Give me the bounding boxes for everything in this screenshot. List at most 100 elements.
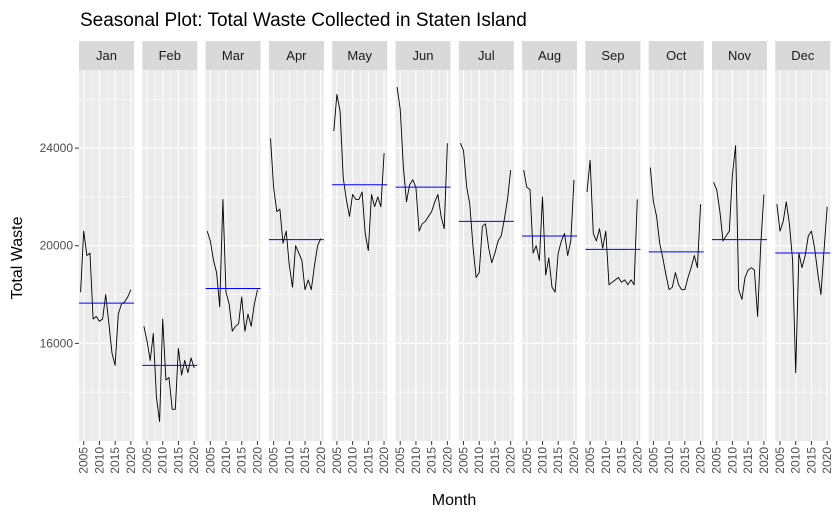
facet-panel-feb: Feb 2005 2010 2015 2020 (140, 41, 201, 474)
x-tick-label: 2005 (773, 447, 787, 474)
panel-background (712, 70, 767, 441)
x-tick-label: 2005 (393, 447, 407, 474)
x-tick-label: 2010 (409, 447, 423, 474)
facet-strip-label: Oct (666, 48, 687, 63)
x-tick-label: 2020 (124, 447, 138, 474)
y-tick-label: 16000 (40, 336, 74, 350)
facet-strip-label: Jun (413, 48, 434, 63)
facet-panel-jan: Jan 2005 2010 2015 2020 (77, 41, 138, 474)
x-tick-label: 2020 (377, 447, 391, 474)
y-tick-label: 20000 (40, 239, 74, 253)
x-tick-label: 2010 (219, 447, 233, 474)
facet-strip-label: Apr (286, 48, 307, 63)
series-line-apr (270, 138, 322, 291)
x-tick-label: 2010 (599, 447, 613, 474)
x-tick-label: 2010 (725, 447, 739, 474)
series-line-feb (143, 318, 195, 422)
x-tick-label: 2020 (820, 447, 834, 474)
x-tick-label: 2015 (108, 447, 122, 474)
x-tick-label: 2015 (425, 447, 439, 474)
facet-strip (458, 41, 514, 70)
series-line-mar (206, 198, 258, 332)
x-tick-label: 2010 (536, 447, 550, 474)
x-tick-label: 2010 (472, 447, 486, 474)
series-line-oct (649, 167, 702, 291)
x-tick-label: 2020 (630, 447, 644, 474)
facet-strip (332, 41, 388, 70)
facet-strip (205, 41, 261, 70)
x-tick-label: 2005 (267, 447, 281, 474)
facet-panel-sep: Sep 2005 2010 2015 2020 (583, 41, 644, 474)
x-tick-label: 2005 (710, 447, 724, 474)
facet-strip (775, 41, 831, 70)
facet-strip-label: Mar (222, 48, 245, 63)
facet-strip (712, 41, 767, 70)
x-tick-label: 2005 (646, 447, 660, 474)
facet-panel-mar: Mar 2005 2010 2015 2020 (203, 41, 265, 474)
series-line-dec (776, 201, 828, 374)
y-tick-label: 24000 (40, 141, 74, 155)
x-tick-label: 2005 (520, 447, 534, 474)
x-tick-label: 2005 (457, 447, 471, 474)
panel-background (205, 70, 261, 441)
x-tick-label: 2010 (789, 447, 803, 474)
x-tick-label: 2020 (314, 447, 328, 474)
panel-background (395, 70, 451, 441)
facet-strip (395, 41, 451, 70)
panel-background (142, 70, 198, 441)
panel-background (585, 70, 641, 441)
x-tick-label: 2005 (583, 447, 597, 474)
facet-strip (648, 41, 704, 70)
facet-strip (585, 41, 641, 70)
series-line-may (333, 93, 385, 252)
facet-panel-apr: Apr 2005 2010 2015 2020 (267, 41, 328, 474)
y-axis-title: Total Waste (9, 216, 26, 299)
x-tick-label: 2015 (551, 447, 565, 474)
x-tick-label: 2015 (678, 447, 692, 474)
x-tick-label: 2005 (77, 447, 91, 474)
facet-panel-jul: Jul 2005 2010 2015 2020 (457, 41, 518, 474)
panel-background (268, 70, 324, 441)
panel-background (458, 70, 514, 441)
x-tick-label: 2015 (488, 447, 502, 474)
x-tick-label: 2020 (187, 447, 201, 474)
facet-panel-nov: Nov 2005 2010 2015 2020 (710, 41, 771, 474)
x-tick-label: 2015 (804, 447, 818, 474)
facet-panel-may: May 2005 2010 2015 2020 (330, 41, 391, 474)
x-tick-label: 2010 (282, 447, 296, 474)
x-tick-label: 2010 (346, 447, 360, 474)
chart-title: Seasonal Plot: Total Waste Collected in … (80, 10, 527, 31)
facet-strip-label: Jan (96, 48, 117, 63)
x-axis-title: Month (432, 492, 476, 509)
facet-panel-aug: Aug 2005 2010 2015 2020 (520, 41, 581, 474)
x-tick-label: 2020 (757, 447, 771, 474)
series-line-nov (713, 145, 765, 317)
facet-panel-dec: Dec 2005 2010 2015 2020 (773, 41, 834, 474)
facet-strip (79, 41, 134, 70)
panel-background (648, 70, 704, 441)
x-tick-label: 2020 (694, 447, 708, 474)
panel-background (79, 70, 134, 441)
x-tick-label: 2020 (251, 447, 265, 474)
facet-strip-label: Aug (538, 48, 561, 63)
series-line-jun (396, 87, 448, 232)
x-tick-label: 2020 (567, 447, 581, 474)
facet-strip (268, 41, 324, 70)
series-line-sep (586, 159, 638, 286)
x-tick-label: 2020 (440, 447, 454, 474)
x-tick-label: 2010 (156, 447, 170, 474)
facet-strip (522, 41, 578, 70)
x-tick-label: 2005 (330, 447, 344, 474)
x-tick-label: 2015 (235, 447, 249, 474)
series-line-jul (459, 143, 512, 278)
facet-panel-jun: Jun 2005 2010 2015 2020 (393, 41, 454, 474)
facet-panel-oct: Oct 2005 2010 2015 2020 (646, 41, 708, 474)
panel-background (522, 70, 578, 441)
series-line-aug (523, 170, 575, 293)
x-tick-label: 2015 (741, 447, 755, 474)
x-tick-label: 2020 (504, 447, 518, 474)
facet-strip-label: May (347, 48, 372, 63)
facet-strip-label: Dec (791, 48, 815, 63)
